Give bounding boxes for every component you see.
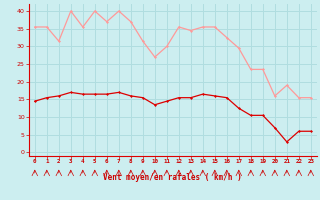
X-axis label: Vent moyen/en rafales ( km/h ): Vent moyen/en rafales ( km/h ) (103, 173, 242, 182)
